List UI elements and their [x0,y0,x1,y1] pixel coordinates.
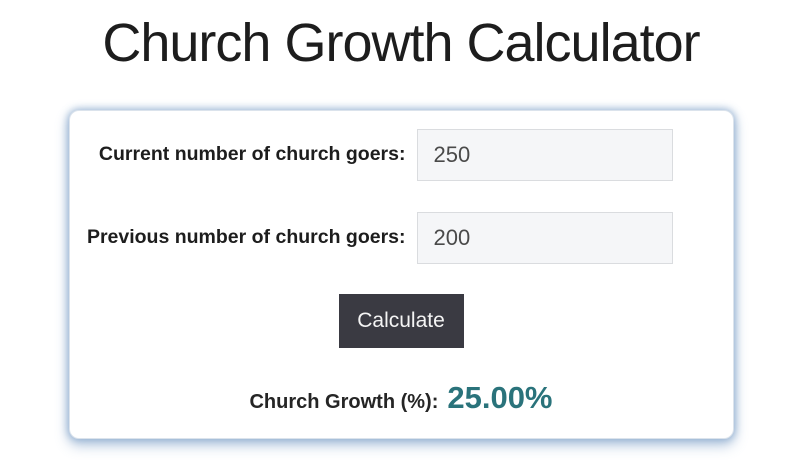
result-value: 25.00% [447,379,553,415]
previous-goers-input[interactable] [416,211,673,264]
field-row-previous: Previous number of church goers: [70,211,733,264]
current-goers-input[interactable] [416,128,673,181]
page-title: Church Growth Calculator [102,13,700,73]
calculate-button[interactable]: Calculate [338,293,464,348]
button-row: Calculate [70,293,733,348]
current-goers-label: Current number of church goers: [98,143,406,165]
field-row-current: Current number of church goers: [70,128,733,181]
result-label: Church Growth (%): [249,390,439,413]
calculator-card: Current number of church goers: Previous… [68,109,734,439]
previous-goers-label: Previous number of church goers: [86,226,406,248]
result-line: Church Growth (%): 25.00% [70,380,733,416]
